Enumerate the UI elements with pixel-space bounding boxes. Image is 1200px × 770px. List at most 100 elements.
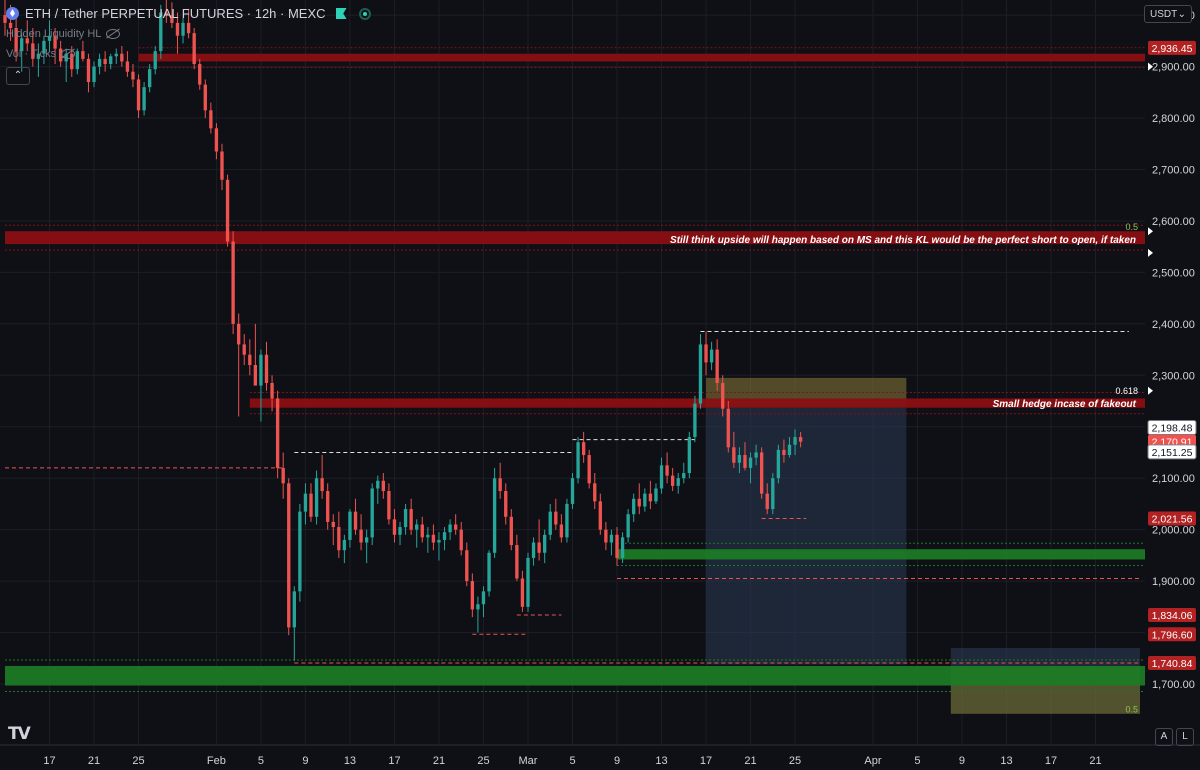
y-tick-label: 2,500.00 xyxy=(1152,267,1195,279)
market-status-icon xyxy=(358,7,371,20)
candle-body xyxy=(687,437,692,474)
candle-body xyxy=(743,455,747,468)
x-tick-label: 25 xyxy=(132,755,144,767)
x-tick-label: 17 xyxy=(43,755,55,767)
position-target-area xyxy=(706,406,907,665)
candle-body xyxy=(498,478,502,492)
red-zone xyxy=(5,231,1145,245)
candle-body xyxy=(437,539,441,543)
candle-body xyxy=(704,344,708,363)
axis-marker-icon xyxy=(1148,248,1153,257)
candle-body xyxy=(25,38,29,44)
candle-body xyxy=(192,33,196,65)
candle-body xyxy=(576,442,580,479)
currency-label: USDT xyxy=(1150,8,1178,20)
candle-body xyxy=(682,473,686,479)
currency-select[interactable]: USDT ⌄ xyxy=(1144,5,1192,23)
price-label-box xyxy=(1147,444,1197,460)
annotation-text: Small hedge incase of fakeout xyxy=(993,399,1137,410)
flag-icon[interactable] xyxy=(335,8,347,19)
candle-body xyxy=(470,581,475,610)
candle-body xyxy=(298,511,302,592)
y-tick-label: 2,300.00 xyxy=(1152,370,1195,382)
price-label-text: 2,021.56 xyxy=(1152,514,1193,526)
candle-body xyxy=(759,452,764,494)
fib-level-label: 0.5 xyxy=(1125,222,1138,232)
x-tick-label: Apr xyxy=(864,755,881,767)
candle-body xyxy=(442,532,447,540)
candle-body xyxy=(376,480,380,489)
candle-body xyxy=(765,493,769,510)
candle-body xyxy=(209,110,213,129)
candle-body xyxy=(253,365,258,386)
candle-body xyxy=(203,84,207,111)
y-tick-label: 2,800.00 xyxy=(1152,113,1195,125)
candle-body xyxy=(659,465,664,489)
candle-body xyxy=(453,524,458,530)
candle-body xyxy=(170,15,174,23)
candle-body xyxy=(793,437,797,445)
y-tick-label: 2,400.00 xyxy=(1152,319,1195,331)
candle-body xyxy=(693,403,697,438)
red-zone xyxy=(138,53,1145,62)
tradingview-logo[interactable]: TV xyxy=(8,724,31,744)
y-tick-label: 2,600.00 xyxy=(1152,216,1195,228)
candle-body xyxy=(620,537,625,558)
candle-body xyxy=(326,491,330,522)
candle-body xyxy=(782,449,786,456)
eye-hidden-icon[interactable] xyxy=(106,29,121,39)
candle-body xyxy=(70,53,74,70)
candle-body xyxy=(198,64,202,85)
x-tick-label: 17 xyxy=(1045,755,1057,767)
symbol-title[interactable]: ETH / Tether PERPETUAL FUTURES · 12h · M… xyxy=(25,6,326,21)
candle-body xyxy=(515,545,519,579)
y-tick-label: 2,700.00 xyxy=(1152,164,1195,176)
eye-hidden-icon[interactable] xyxy=(61,49,76,59)
candle-body xyxy=(587,455,591,484)
candle-body xyxy=(715,349,719,384)
fib-level-label: 0.618 xyxy=(1115,386,1138,396)
candle-body xyxy=(520,578,525,607)
candle-body xyxy=(103,58,107,65)
candle-body xyxy=(86,58,91,83)
indicator-volume[interactable]: Vol · Ticks xyxy=(6,48,76,60)
candle-body xyxy=(604,529,608,543)
candle-body xyxy=(526,557,530,607)
chart-header: ETH / Tether PERPETUAL FUTURES · 12h · M… xyxy=(6,6,371,21)
candle-body xyxy=(36,53,41,59)
candle-body xyxy=(109,56,113,65)
candle-body xyxy=(125,61,130,72)
x-tick-label: 21 xyxy=(433,755,445,767)
candle-body xyxy=(14,28,18,52)
x-tick-label: 5 xyxy=(258,755,264,767)
candle-body xyxy=(131,71,135,80)
candle-body xyxy=(81,51,85,59)
log-scale-button[interactable]: L xyxy=(1176,728,1194,746)
candle-body xyxy=(242,344,246,355)
price-label-box xyxy=(1148,608,1196,623)
candle-body xyxy=(476,604,480,610)
candle-body xyxy=(3,15,7,23)
candle-body xyxy=(698,344,703,404)
candle-body xyxy=(370,488,374,538)
x-tick-label: 25 xyxy=(789,755,801,767)
indicator-label: Hidden Liquidity HL xyxy=(6,28,102,40)
candle-body xyxy=(415,524,419,530)
candle-body xyxy=(665,465,669,476)
axis-marker-icon xyxy=(1148,386,1153,395)
indicator-hidden-liquidity[interactable]: Hidden Liquidity HL xyxy=(6,28,121,40)
price-label-box xyxy=(1148,511,1196,526)
auto-scale-button[interactable]: A xyxy=(1155,728,1173,746)
candle-body xyxy=(114,53,118,57)
candle-body xyxy=(559,524,564,538)
price-label-text: 2,198.48 xyxy=(1152,423,1193,435)
candle-body xyxy=(426,534,430,538)
ethereum-icon xyxy=(6,7,19,20)
price-label-box xyxy=(1148,40,1196,55)
collapse-legend-button[interactable]: ⌃ xyxy=(6,67,30,85)
green-zone xyxy=(617,549,1145,560)
red-zone xyxy=(249,398,1145,408)
candle-body xyxy=(409,509,413,530)
candle-body xyxy=(570,478,575,504)
